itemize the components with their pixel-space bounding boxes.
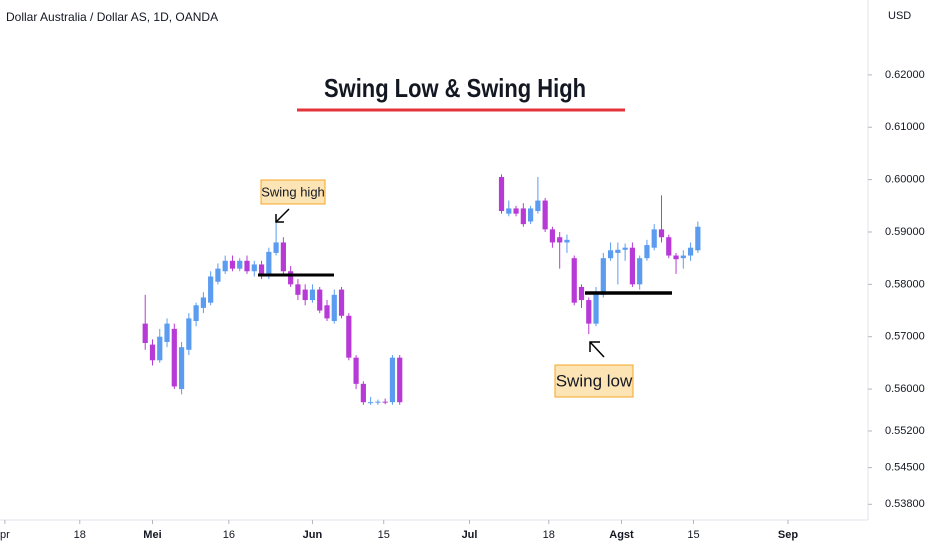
candle-body (338, 289, 345, 316)
swing-low-box (554, 364, 634, 398)
candle-body (178, 347, 185, 390)
x-tick-label: 15 (378, 529, 390, 541)
candle-body (600, 258, 606, 295)
y-tick-label: 0.56000 (885, 383, 925, 395)
candle-body (695, 226, 701, 251)
candle-body (535, 200, 541, 212)
y-tick-label: 0.58000 (885, 278, 925, 290)
candle-body (317, 289, 323, 311)
candle-body (680, 255, 686, 259)
candle-body (258, 264, 265, 277)
candle-body (171, 328, 177, 387)
candle-body (513, 208, 519, 214)
candle-body (593, 292, 599, 324)
swing-high-label: Swing high (261, 184, 325, 199)
y-tick-label: 0.61000 (885, 121, 925, 133)
candle-body (644, 245, 650, 259)
candle-body (557, 237, 563, 243)
candle-body (389, 357, 396, 403)
x-tick-label: Agst (609, 529, 634, 541)
candle-body (208, 276, 214, 303)
candle-body (164, 323, 170, 342)
candle-body (520, 208, 526, 225)
candle-body (382, 401, 388, 403)
candle-body (571, 258, 577, 303)
candle-body (375, 401, 381, 403)
candle-body (288, 271, 294, 285)
candle-body (607, 250, 614, 259)
candle-body (280, 242, 286, 272)
candle-body (215, 268, 221, 282)
y-tick-label: 0.59000 (885, 226, 925, 238)
candle-body (360, 383, 366, 403)
candle-body (637, 258, 643, 285)
candle-body (498, 176, 505, 212)
candle-body (586, 300, 592, 324)
candle-body (142, 323, 148, 344)
candle-body (353, 357, 359, 384)
candle-body (542, 200, 548, 230)
x-tick-label: Sep (778, 529, 798, 541)
y-tick-label: 0.53800 (885, 498, 925, 510)
candle-body (622, 247, 628, 250)
candle-body (295, 284, 301, 295)
x-tick-label: Jun (303, 529, 323, 541)
candle-body (368, 402, 374, 404)
candle-body (200, 297, 206, 308)
x-tick-label: Jul (462, 529, 478, 541)
x-tick-label: 16 (223, 529, 235, 541)
y-tick-label: 0.60000 (885, 174, 925, 186)
swing-low-arrow (589, 341, 605, 358)
y-tick-label: 0.55200 (885, 425, 925, 437)
x-tick-label: pr (0, 529, 10, 541)
x-tick-label: 18 (74, 529, 86, 541)
candle-body (302, 289, 308, 301)
candle-body (157, 336, 163, 361)
candle-body (324, 305, 330, 319)
candle-body (549, 229, 556, 243)
y-tick-label: 0.54500 (885, 462, 925, 474)
x-tick-label: Mei (143, 529, 161, 541)
candle-body (331, 294, 337, 322)
candle-body (506, 208, 512, 214)
candle-body (346, 315, 352, 358)
candle-body (222, 260, 228, 272)
candle-body (673, 255, 679, 260)
x-tick-label: 15 (687, 529, 699, 541)
currency: USD (888, 10, 911, 22)
candle-body (651, 229, 657, 248)
candle-body (193, 305, 199, 322)
candle-body (528, 208, 534, 222)
candle-body (397, 357, 403, 403)
swing-high-arrow (275, 208, 290, 223)
symbol: Dollar Australia / Dollar AS, 1D, OANDA (6, 10, 218, 24)
candle-body (629, 247, 636, 285)
swing-low-label: Swing low (556, 371, 633, 390)
candle-body (273, 242, 279, 253)
candle-body (658, 229, 665, 238)
candle-body (237, 260, 243, 269)
candle-body (687, 247, 694, 256)
candle-body (666, 237, 672, 256)
swing-high-box (260, 179, 326, 205)
x-tick-label: 18 (543, 529, 555, 541)
candle-body (578, 286, 585, 301)
candle-body (186, 318, 192, 350)
axes: 0.62000 0.61000 0.60000 0.59000 0.58000 0.570… (0, 69, 925, 541)
candle-body (149, 344, 156, 361)
candle-body (615, 249, 621, 253)
candle-body (309, 289, 316, 301)
candle-body (229, 260, 236, 269)
y-tick-label: 0.62000 (885, 69, 925, 81)
candle-body (266, 251, 272, 277)
candle-body (564, 239, 570, 243)
y-tick-label: 0.57000 (885, 331, 925, 343)
candle-body (251, 264, 257, 272)
candle-body (244, 260, 250, 272)
candles (142, 174, 701, 405)
title: Swing Low & Swing High (324, 73, 586, 103)
